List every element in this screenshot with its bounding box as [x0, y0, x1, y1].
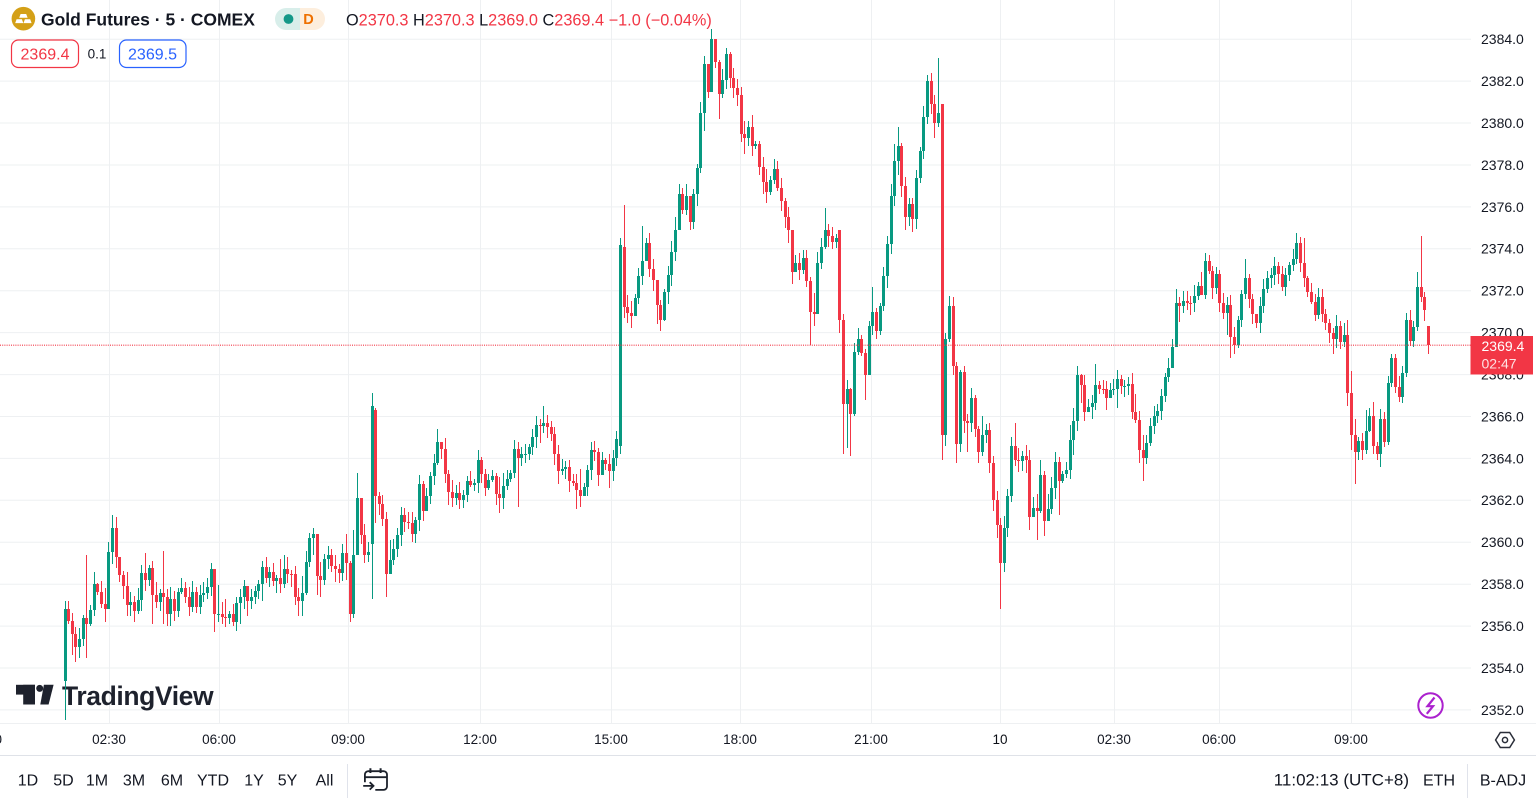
- svg-text:10: 10: [992, 732, 1007, 747]
- svg-text:06:00: 06:00: [1202, 732, 1236, 747]
- svg-text:TradingView: TradingView: [62, 681, 214, 711]
- svg-text:09:00: 09:00: [331, 732, 365, 747]
- svg-text:2372.0: 2372.0: [1481, 283, 1524, 299]
- svg-text:2366.0: 2366.0: [1481, 408, 1524, 424]
- svg-text:1Y: 1Y: [244, 773, 264, 790]
- svg-text:5D: 5D: [53, 773, 73, 790]
- svg-text:2356.0: 2356.0: [1481, 618, 1524, 634]
- svg-text:2369.4: 2369.4: [1482, 338, 1525, 354]
- svg-text:21:00: 21:00: [854, 732, 888, 747]
- svg-text:2378.0: 2378.0: [1481, 157, 1524, 173]
- svg-text:B-ADJ: B-ADJ: [1480, 773, 1526, 790]
- svg-text:3M: 3M: [123, 773, 145, 790]
- svg-text:2364.0: 2364.0: [1481, 450, 1524, 466]
- svg-text:2376.0: 2376.0: [1481, 199, 1524, 215]
- svg-text:15:00: 15:00: [594, 732, 628, 747]
- svg-text:1M: 1M: [86, 773, 108, 790]
- svg-text:02:47: 02:47: [1482, 356, 1517, 372]
- svg-text:2382.0: 2382.0: [1481, 73, 1524, 89]
- svg-text:2360.0: 2360.0: [1481, 534, 1524, 550]
- svg-text:02:30: 02:30: [1097, 732, 1131, 747]
- svg-text:1D: 1D: [18, 773, 38, 790]
- svg-text:Gold Futures · 5 · COMEX: Gold Futures · 5 · COMEX: [41, 10, 255, 30]
- svg-text:YTD: YTD: [197, 773, 229, 790]
- svg-text:D: D: [303, 12, 313, 28]
- svg-text:18:00: 18:00: [723, 732, 757, 747]
- svg-text:6M: 6M: [161, 773, 183, 790]
- svg-text:2352.0: 2352.0: [1481, 702, 1524, 718]
- svg-text:All: All: [316, 773, 334, 790]
- svg-text:06:00: 06:00: [202, 732, 236, 747]
- svg-text:2369.4: 2369.4: [21, 47, 70, 64]
- svg-text:11:02:13 (UTC+8): 11:02:13 (UTC+8): [1274, 771, 1409, 790]
- svg-text:2384.0: 2384.0: [1481, 31, 1524, 47]
- svg-text:2380.0: 2380.0: [1481, 115, 1524, 131]
- svg-text:O2370.3 H2370.3 L2369.0 C2369.: O2370.3 H2370.3 L2369.0 C2369.4 −1.0 (−0…: [346, 12, 712, 30]
- svg-text:2369.5: 2369.5: [128, 47, 177, 64]
- svg-text:2374.0: 2374.0: [1481, 241, 1524, 257]
- svg-text:12:00: 12:00: [463, 732, 497, 747]
- svg-text:2358.0: 2358.0: [1481, 576, 1524, 592]
- svg-text:2354.0: 2354.0: [1481, 660, 1524, 676]
- svg-text:5Y: 5Y: [278, 773, 298, 790]
- svg-text:2362.0: 2362.0: [1481, 492, 1524, 508]
- svg-text:0.1: 0.1: [88, 47, 107, 62]
- svg-text:09:00: 09:00: [1334, 732, 1368, 747]
- svg-text:02:30: 02:30: [92, 732, 126, 747]
- svg-text:ETH: ETH: [1423, 773, 1455, 790]
- svg-text:0: 0: [0, 732, 2, 747]
